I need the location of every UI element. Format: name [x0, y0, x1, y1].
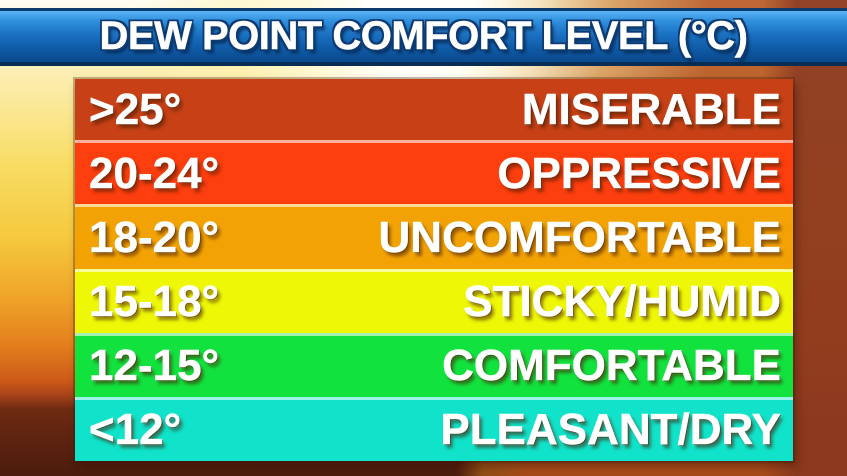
comfort-level-label: STICKY/HUMID: [463, 277, 781, 327]
comfort-table: >25° MISERABLE 20-24° OPPRESSIVE 18-20° …: [75, 79, 793, 462]
table-row: 15-18° STICKY/HUMID: [75, 268, 793, 333]
comfort-level-label: PLEASANT/DRY: [440, 405, 781, 455]
dew-point-range: >25°: [89, 84, 182, 134]
table-row: 18-20° UNCOMFORTABLE: [75, 204, 793, 269]
table-row: >25° MISERABLE: [75, 79, 793, 141]
title-bar: DEW POINT COMFORT LEVEL (°C): [0, 8, 847, 66]
dew-point-range: 15-18°: [89, 277, 220, 327]
comfort-level-label: UNCOMFORTABLE: [378, 212, 781, 262]
comfort-level-label: MISERABLE: [521, 84, 782, 134]
dew-point-range: 20-24°: [89, 148, 220, 198]
dew-point-range: 18-20°: [89, 212, 220, 262]
comfort-level-label: OPPRESSIVE: [497, 148, 781, 198]
table-row: 20-24° OPPRESSIVE: [75, 140, 793, 205]
table-row: <12° PLEASANT/DRY: [75, 396, 793, 462]
dew-point-range: 12-15°: [89, 341, 220, 391]
dew-point-range: <12°: [89, 405, 182, 455]
page-title: DEW POINT COMFORT LEVEL (°C): [99, 14, 748, 59]
comfort-level-label: COMFORTABLE: [442, 341, 781, 391]
table-row: 12-15° COMFORTABLE: [75, 332, 793, 397]
